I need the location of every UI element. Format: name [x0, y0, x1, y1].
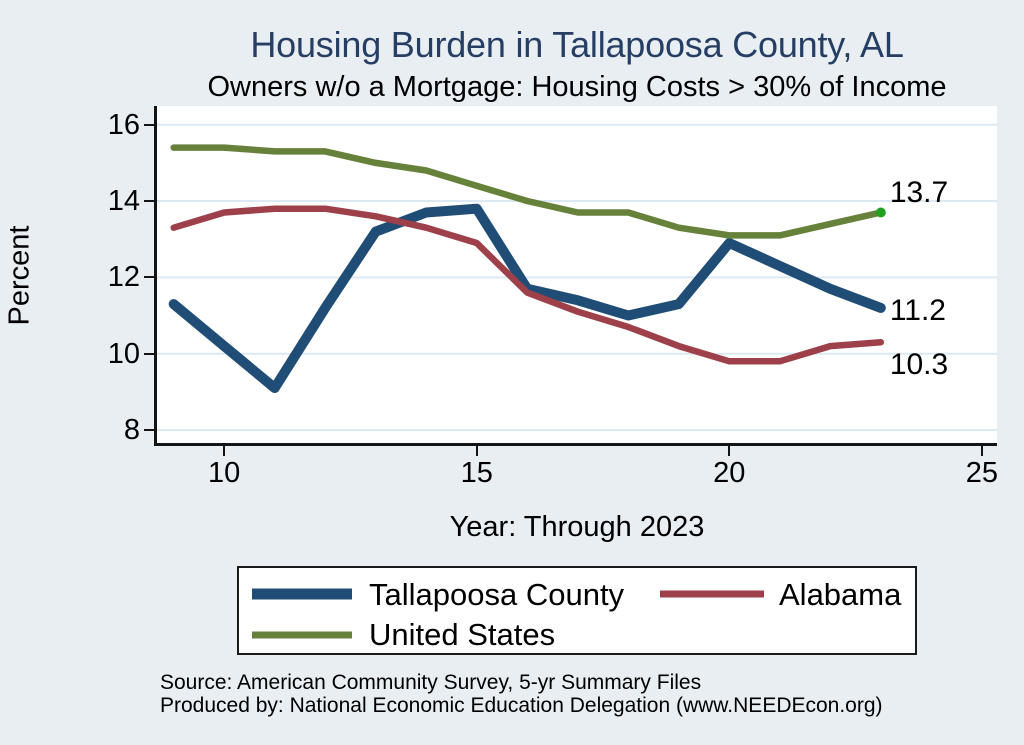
- y-tick-label-12: 12: [107, 261, 140, 294]
- x-axis-line: [154, 443, 997, 446]
- y-tick-label-8: 8: [123, 414, 140, 447]
- chart-canvas: [157, 123, 997, 432]
- x-tick-label-25: 25: [965, 457, 998, 489]
- y-tick-10: [144, 352, 154, 355]
- footer-notes: Source: American Community Survey, 5-yr …: [160, 671, 883, 717]
- end-label-united-states: 13.7: [889, 176, 949, 210]
- legend-swatch-alabama: [660, 590, 764, 598]
- x-tick-25: [980, 446, 983, 456]
- legend-label-alabama: Alabama: [779, 577, 902, 612]
- chart-subtitle: Owners w/o a Mortgage: Housing Costs > 3…: [207, 71, 947, 103]
- x-tick-15: [475, 446, 478, 456]
- legend-swatch-tallapoosa: [252, 588, 352, 600]
- series-line-alabama: [170, 205, 885, 365]
- x-tick-10: [223, 446, 226, 456]
- y-axis-line: [154, 106, 157, 446]
- end-label-tallapoosa: 11.2: [889, 293, 946, 327]
- x-tick-label-10: 10: [208, 457, 241, 489]
- y-tick-8: [144, 429, 154, 432]
- x-axis-title: Year: Through 2023: [449, 511, 705, 543]
- legend-label-tallapoosa: Tallapoosa County: [369, 577, 625, 612]
- y-tick-label-10: 10: [107, 337, 140, 370]
- end-marker-dot: [875, 207, 886, 218]
- legend-swatch-united-states: [252, 631, 352, 639]
- x-tick-20: [728, 446, 731, 456]
- end-label-alabama: 10.3: [889, 348, 949, 382]
- legend-box: Tallapoosa County Alabama United States: [237, 566, 917, 655]
- y-tick-14: [144, 200, 154, 203]
- y-tick-label-16: 16: [107, 108, 140, 141]
- footer-produced-by: Produced by: National Economic Education…: [160, 694, 883, 717]
- legend-label-united-states: United States: [369, 617, 556, 652]
- y-tick-12: [144, 276, 154, 279]
- x-tick-label-15: 15: [460, 457, 493, 489]
- plot-area: 11.2 10.3 13.7: [157, 106, 997, 443]
- series-line-united-states: [170, 144, 885, 239]
- chart-title: Housing Burden in Tallapoosa County, AL: [250, 24, 904, 65]
- y-tick-label-14: 14: [107, 185, 140, 218]
- x-tick-label-20: 20: [713, 457, 746, 489]
- footer-source: Source: American Community Survey, 5-yr …: [160, 671, 702, 694]
- y-tick-16: [144, 123, 154, 126]
- y-axis-title: Percent: [3, 225, 36, 326]
